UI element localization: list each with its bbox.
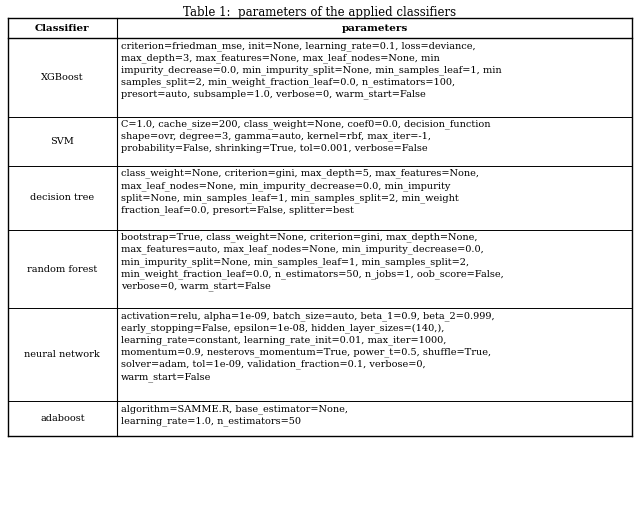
Text: criterion=friedman_mse, init=None, learning_rate=0.1, loss=deviance,
max_depth=3: criterion=friedman_mse, init=None, learn… bbox=[121, 41, 502, 99]
Text: Table 1:  parameters of the applied classifiers: Table 1: parameters of the applied class… bbox=[184, 6, 456, 19]
Text: XGBoost: XGBoost bbox=[41, 73, 84, 82]
Text: adaboost: adaboost bbox=[40, 414, 84, 423]
Text: decision tree: decision tree bbox=[30, 193, 94, 202]
Text: Classifier: Classifier bbox=[35, 23, 90, 33]
Text: C=1.0, cache_size=200, class_weight=None, coef0=0.0, decision_function
shape=ovr: C=1.0, cache_size=200, class_weight=None… bbox=[121, 119, 490, 153]
Text: bootstrap=True, class_weight=None, criterion=gini, max_depth=None,
max_features=: bootstrap=True, class_weight=None, crite… bbox=[121, 232, 504, 291]
Text: parameters: parameters bbox=[342, 23, 408, 33]
Text: neural network: neural network bbox=[24, 350, 100, 359]
Text: algorithm=SAMME.R, base_estimator=None,
learning_rate=1.0, n_estimators=50: algorithm=SAMME.R, base_estimator=None, … bbox=[121, 404, 348, 426]
Text: SVM: SVM bbox=[51, 137, 74, 146]
Text: activation=relu, alpha=1e-09, batch_size=auto, beta_1=0.9, beta_2=0.999,
early_s: activation=relu, alpha=1e-09, batch_size… bbox=[121, 311, 495, 381]
Text: random forest: random forest bbox=[28, 265, 97, 274]
Text: class_weight=None, criterion=gini, max_depth=5, max_features=None,
max_leaf_node: class_weight=None, criterion=gini, max_d… bbox=[121, 169, 479, 215]
